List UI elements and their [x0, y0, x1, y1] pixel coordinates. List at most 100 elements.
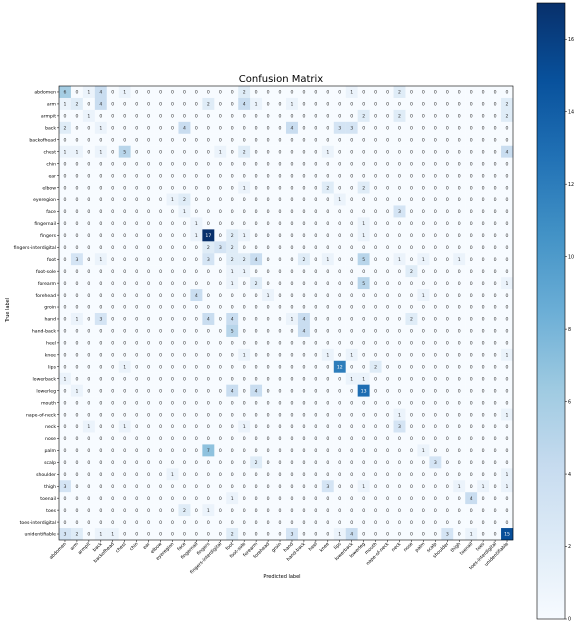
- cell-value-label: 0: [482, 436, 485, 442]
- cell-value-label: 1: [243, 233, 246, 239]
- heatmap-cell: [477, 372, 490, 385]
- cell-value-label: 0: [446, 233, 449, 239]
- cell-value-label: 4: [99, 90, 102, 96]
- cell-value-label: 0: [350, 424, 353, 430]
- heatmap-cell: [59, 86, 72, 99]
- cell-value-label: 3: [207, 257, 210, 263]
- heatmap-cell: [321, 480, 334, 493]
- heatmap-cell: [357, 157, 370, 170]
- heatmap-cell: [166, 492, 179, 505]
- x-tick-label: ear: [142, 541, 152, 551]
- heatmap-cell: [166, 468, 179, 481]
- heatmap-cell: [297, 492, 311, 505]
- heatmap-cell: [309, 408, 322, 421]
- heatmap-cell: [238, 324, 251, 338]
- heatmap-cell: [465, 444, 478, 457]
- heatmap-cell: [405, 396, 418, 409]
- cell-value-label: 0: [338, 293, 341, 299]
- heatmap-cell: [238, 241, 251, 254]
- heatmap-cell: [441, 169, 454, 182]
- cell-value-label: 0: [75, 281, 78, 287]
- heatmap-cell: [369, 253, 382, 266]
- heatmap-cell: [465, 205, 478, 218]
- heatmap-cell: [154, 396, 167, 409]
- colorbar-tick-label: 6: [568, 399, 571, 405]
- cell-value-label: 0: [434, 305, 437, 311]
- cell-value-label: 0: [87, 185, 90, 191]
- heatmap-cell: [417, 324, 430, 338]
- cell-value-label: 0: [159, 448, 162, 454]
- cell-value-label: 0: [195, 400, 198, 406]
- cell-value-label: 0: [231, 424, 234, 430]
- cell-value-label: 0: [255, 233, 258, 239]
- heatmap-cell: [369, 121, 382, 134]
- cell-value-label: 0: [291, 197, 294, 203]
- heatmap-cell: [130, 324, 143, 338]
- heatmap-cell: [369, 205, 382, 218]
- heatmap-cell: [59, 109, 72, 122]
- cell-value-label: 0: [446, 484, 449, 490]
- cell-value-label: 0: [75, 520, 78, 526]
- heatmap-cell: [429, 241, 442, 254]
- heatmap-cell: [321, 301, 334, 314]
- heatmap-cell: [250, 360, 263, 373]
- heatmap-cell: [178, 253, 191, 266]
- cell-value-label: 0: [279, 197, 282, 203]
- cell-value-label: 0: [398, 221, 401, 227]
- cell-value-label: 0: [231, 173, 234, 179]
- cell-value-label: 1: [506, 472, 509, 478]
- cell-value-label: 0: [314, 520, 317, 526]
- cell-value-label: 0: [362, 102, 365, 108]
- heatmap-cell: [465, 169, 478, 182]
- cell-value-label: 0: [243, 412, 246, 418]
- cell-value-label: 0: [123, 137, 126, 143]
- cell-value-label: 0: [458, 114, 461, 120]
- heatmap-cell: [94, 121, 107, 134]
- heatmap-cell: [118, 301, 131, 314]
- heatmap-cell: [70, 217, 84, 230]
- heatmap-cell: [166, 181, 179, 194]
- cell-value-label: 0: [64, 460, 67, 466]
- heatmap-cell: [381, 468, 394, 481]
- heatmap-cell: [453, 372, 466, 385]
- heatmap-cell: [154, 336, 167, 349]
- cell-value-label: 1: [99, 149, 102, 155]
- cell-value-label: 0: [147, 126, 150, 132]
- cell-value-label: 0: [183, 532, 186, 538]
- cell-value-label: 1: [422, 448, 425, 454]
- cell-value-label: 0: [386, 90, 389, 96]
- cell-value-label: 0: [326, 329, 329, 335]
- colorbar-tick-label: 10: [568, 254, 574, 260]
- heatmap-cell: [82, 504, 95, 517]
- heatmap-cell: [501, 133, 514, 146]
- heatmap-cell: [226, 181, 239, 194]
- cell-value-label: 0: [75, 460, 78, 466]
- heatmap-cell: [309, 121, 322, 134]
- cell-value-label: 0: [267, 197, 270, 203]
- heatmap-cell: [477, 145, 490, 158]
- heatmap-cell: [309, 217, 322, 230]
- heatmap-cell: [106, 193, 119, 206]
- cell-value-label: 0: [291, 436, 294, 442]
- cell-value-label: 0: [458, 448, 461, 454]
- plot-frame: [58, 85, 514, 541]
- cell-value-label: 0: [255, 376, 258, 382]
- heatmap-cell: [274, 408, 287, 421]
- heatmap-cell: [274, 396, 287, 409]
- heatmap-cell: [166, 265, 179, 278]
- cell-value-label: 0: [482, 257, 485, 263]
- cell-value-label: 0: [207, 126, 210, 132]
- heatmap-cell: [106, 217, 119, 230]
- heatmap-cell: [405, 241, 418, 254]
- heatmap-cell: [357, 289, 370, 302]
- heatmap-cell: [465, 133, 478, 146]
- cell-value-label: 0: [231, 90, 234, 96]
- heatmap-cell: [59, 336, 72, 349]
- cell-value-label: 0: [338, 412, 341, 418]
- cell-value-label: 0: [267, 173, 270, 179]
- cell-value-label: 0: [398, 400, 401, 406]
- cell-value-label: 0: [314, 293, 317, 299]
- cell-value-label: 0: [255, 114, 258, 120]
- heatmap-cell: [250, 277, 263, 290]
